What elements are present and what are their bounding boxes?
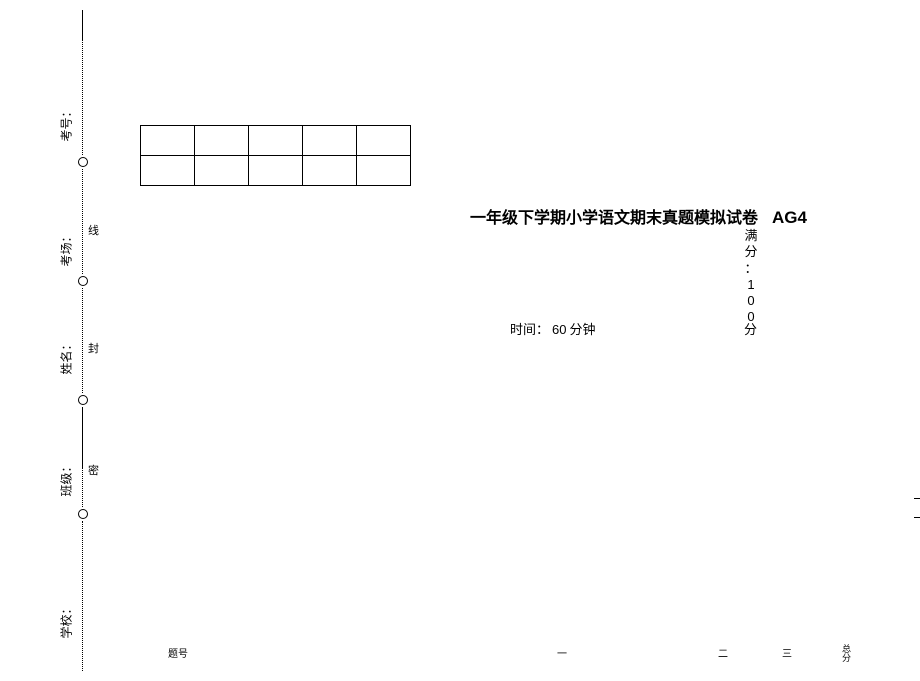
label-name: 姓名： (58, 338, 75, 374)
seal-char-mi: 密 (88, 462, 99, 478)
seal-char-xian: 线 (88, 222, 99, 238)
col-three: 三 (782, 645, 792, 660)
binding-circle (78, 276, 88, 286)
col-total: 总分 (842, 645, 854, 663)
score-unit: 分 (744, 319, 757, 338)
label-exam-room: 考场： (58, 230, 75, 266)
score-header-row: 题号 一 二 三 总分 (0, 645, 920, 665)
time-label: 时间： (510, 322, 549, 337)
time-unit: 分钟 (569, 322, 595, 337)
exam-title: 一年级下学期小学语文期末真题模拟试卷 AG4 (470, 204, 807, 228)
binding-circle (78, 395, 88, 405)
label-exam-no: 考号： (58, 105, 75, 141)
binding-line (82, 10, 83, 671)
exam-title-text: 一年级下学期小学语文期末真题模拟试卷 (470, 204, 758, 228)
seal-char-feng: 封 (88, 340, 99, 356)
page-edge-mark (914, 498, 920, 518)
label-class: 班级： (58, 460, 75, 496)
col-two: 二 (718, 645, 728, 660)
col-tihao: 题号 (168, 645, 188, 660)
binding-circle (78, 157, 88, 167)
exam-code: AG4 (772, 208, 807, 228)
time-row: 时间：60分钟 (510, 319, 596, 338)
col-one: 一 (557, 645, 567, 660)
binding-circle (78, 509, 88, 519)
label-school: 学校： (58, 602, 75, 638)
full-score: 满 分 ： 1 0 0 (744, 228, 758, 326)
answer-grid (140, 125, 411, 186)
time-value: 60 (552, 322, 566, 337)
